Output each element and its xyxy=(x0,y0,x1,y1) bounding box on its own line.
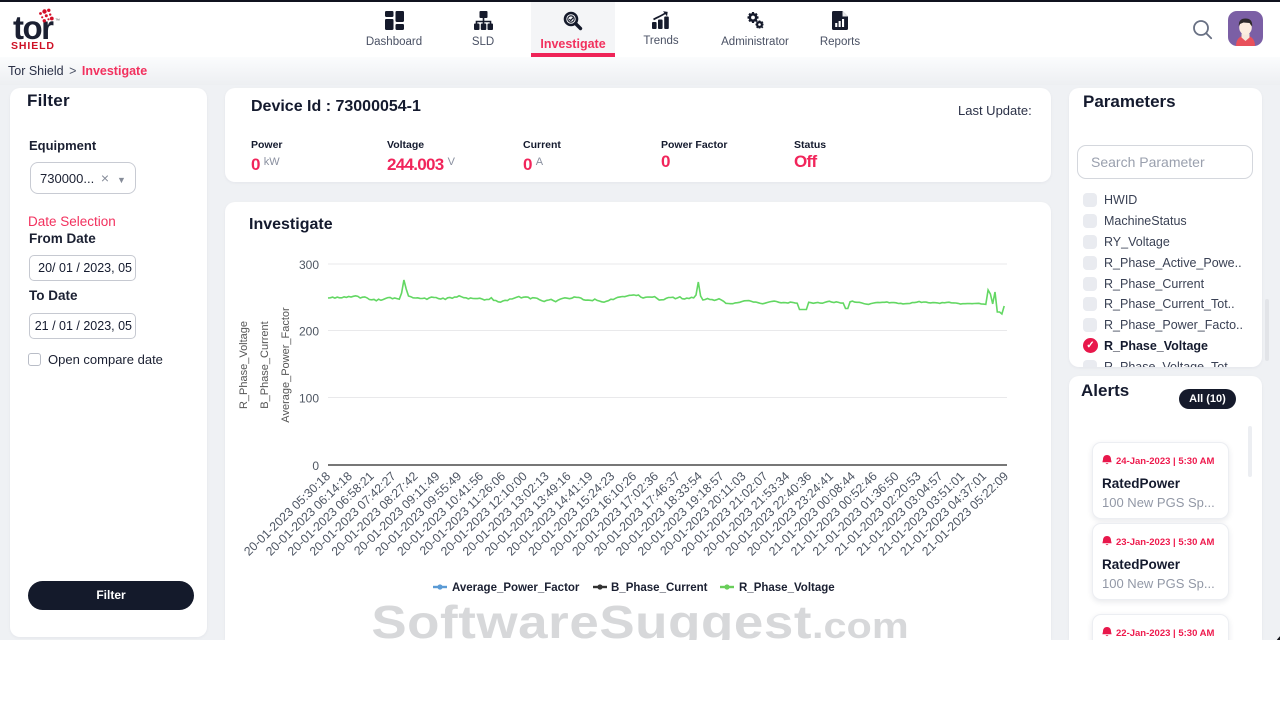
svg-text:200: 200 xyxy=(299,325,319,339)
svg-text:SHIELD: SHIELD xyxy=(11,40,55,52)
svg-text:0: 0 xyxy=(312,459,319,473)
svg-text:B_Phase_Current: B_Phase_Current xyxy=(611,582,708,594)
svg-text:R_Phase_Voltage: R_Phase_Voltage xyxy=(238,321,250,409)
svg-text:Average_Power_Factor: Average_Power_Factor xyxy=(452,582,580,594)
svg-text:R_Phase_Voltage: R_Phase_Voltage xyxy=(739,582,835,594)
svg-text:tor: tor xyxy=(13,9,54,46)
svg-text:™: ™ xyxy=(55,18,60,24)
svg-text:100: 100 xyxy=(299,392,319,406)
svg-text:B_Phase_Current: B_Phase_Current xyxy=(259,321,271,408)
svg-text:Average_Power_Factor: Average_Power_Factor xyxy=(280,307,292,423)
svg-text:300: 300 xyxy=(299,258,319,272)
